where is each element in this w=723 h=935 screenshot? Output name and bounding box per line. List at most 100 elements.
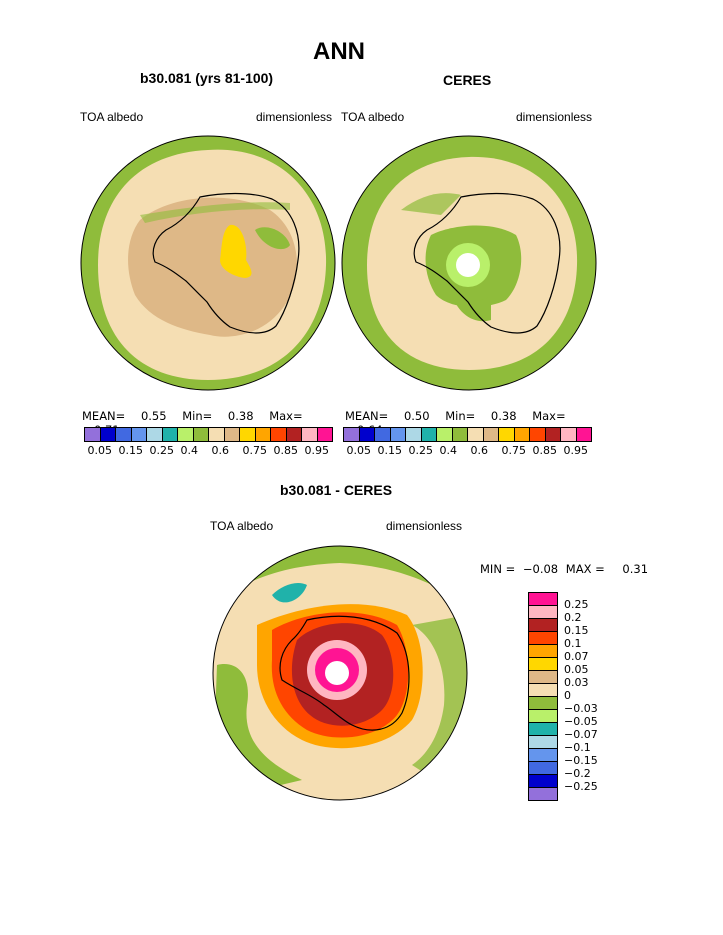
panel1-max-label: Max=: [269, 409, 303, 423]
panel2-min-label: Min=: [445, 409, 476, 423]
panel2-colorbar-cell: [343, 427, 360, 442]
panel1-colorbar-tick: 0.75: [242, 444, 268, 457]
panel2-colorbar-cell: [374, 427, 391, 442]
panel2-map: [341, 135, 597, 391]
diff-colorbar-tick: 0.15: [564, 624, 589, 637]
diff-colorbar-tick: 0.07: [564, 650, 589, 663]
diff-colorbar-cell: [528, 618, 558, 632]
panel2-colorbar-tick: 0.75: [501, 444, 527, 457]
diff-colorbar-cell: [528, 774, 558, 788]
panel1-variable-label: TOA albedo: [80, 110, 144, 124]
panel1-colorbar-cell: [285, 427, 302, 442]
panel2-mean-value: 0.50: [403, 409, 430, 423]
diff-colorbar-cell: [528, 670, 558, 684]
panel1-colorbar-cell: [239, 427, 256, 442]
diff-colorbar: 0.25 0.2 0.15 0.1 0.07 0.05 0.03 0 −0.03 −0.05 −0.…: [528, 592, 628, 802]
panel1-mean-value: 0.55: [140, 409, 167, 423]
diff-colorbar-cell: [528, 722, 558, 736]
diff-colorbar-tick: −0.05: [564, 715, 598, 728]
panel1-colorbar-cell: [99, 427, 116, 442]
panel1-colorbar-tick: 0.4: [180, 444, 199, 457]
panel1-units-label: dimensionless: [256, 110, 333, 124]
panel2-colorbar-cell: [544, 427, 561, 442]
panel1-colorbar-cell: [84, 427, 101, 442]
panel2-colorbar-tick: 0.25: [408, 444, 434, 457]
diff-colorbar-tick: 0.25: [564, 598, 589, 611]
diff-min-label: MIN =: [480, 562, 516, 576]
diff-colorbar-tick: −0.1: [564, 741, 591, 754]
diff-max-value: 0.31: [622, 562, 649, 576]
diff-colorbar-cell: [528, 787, 558, 801]
diff-variable-label: TOA albedo: [210, 519, 274, 533]
panel1-colorbar-cell: [316, 427, 333, 442]
panel2-colorbar-tick: 0.6: [470, 444, 489, 457]
diff-colorbar-tick: −0.03: [564, 702, 598, 715]
panel2-mean-label: MEAN=: [345, 409, 389, 423]
panel1-mean-label: MEAN=: [82, 409, 126, 423]
diff-minmax: MIN = −0.08 MAX = 0.31: [480, 562, 648, 576]
diff-colorbar-cell: [528, 735, 558, 749]
diff-colorbar-tick: 0.05: [564, 663, 589, 676]
diff-colorbar-cell: [528, 748, 558, 762]
diff-map: [212, 545, 468, 801]
panel1-colorbar-cell: [115, 427, 132, 442]
panel1-colorbar-tick: 0.95: [304, 444, 330, 457]
diff-colorbar-tick: −0.07: [564, 728, 598, 741]
panel1-colorbar-cell: [254, 427, 271, 442]
panel2-colorbar-cell: [513, 427, 530, 442]
diff-colorbar-tick: 0.03: [564, 676, 589, 689]
panel1-colorbar-cell: [192, 427, 209, 442]
panel2-subtitle: CERES: [443, 72, 492, 88]
panel1-min-value: 0.38: [227, 409, 254, 423]
panel1-colorbar-cell: [130, 427, 147, 442]
panel1-colorbar: 0.05 0.15 0.25 0.4 0.6 0.75 0.85 0.95: [84, 427, 333, 461]
diff-colorbar-tick: −0.15: [564, 754, 598, 767]
panel2-colorbar-cell: [560, 427, 577, 442]
panel2-colorbar-tick: 0.85: [532, 444, 558, 457]
diff-subtitle: b30.081 - CERES: [280, 482, 393, 498]
diff-colorbar-tick: 0.1: [564, 637, 582, 650]
panel2-colorbar-cell: [529, 427, 546, 442]
diff-max-label: MAX =: [565, 562, 605, 576]
panel2-units-label: dimensionless: [516, 110, 593, 124]
diff-units-label: dimensionless: [386, 519, 463, 533]
panel2-colorbar-tick: 0.15: [377, 444, 403, 457]
main-title: ANN: [313, 38, 365, 65]
diff-colorbar-cell: [528, 657, 558, 671]
diff-colorbar-cell: [528, 644, 558, 658]
diff-colorbar-tick: 0.2: [564, 611, 582, 624]
panel1-colorbar-cell: [223, 427, 240, 442]
panel1-colorbar-cell: [208, 427, 225, 442]
diff-colorbar-tick: −0.25: [564, 780, 598, 793]
diff-colorbar-cell: [528, 631, 558, 645]
panel2-colorbar-cell: [405, 427, 422, 442]
panel2-colorbar-tick: 0.4: [439, 444, 458, 457]
diff-colorbar-cell: [528, 709, 558, 723]
diff-colorbar-tick: 0: [564, 689, 571, 702]
panel2-variable-label: TOA albedo: [341, 110, 405, 124]
diff-colorbar-cell: [528, 683, 558, 697]
panel1-colorbar-cell: [177, 427, 194, 442]
panel2-colorbar-cell: [451, 427, 468, 442]
panel2-max-label: Max=: [532, 409, 566, 423]
panel2-colorbar: 0.05 0.15 0.25 0.4 0.6 0.75 0.85 0.95: [343, 427, 592, 461]
panel1-map: [80, 135, 336, 391]
panel1-colorbar-cell: [301, 427, 318, 442]
panel1-colorbar-tick: 0.05: [87, 444, 113, 457]
diff-colorbar-cell: [528, 696, 558, 710]
panel2-colorbar-cell: [358, 427, 375, 442]
panel1-min-label: Min=: [182, 409, 213, 423]
panel1-colorbar-tick: 0.85: [273, 444, 299, 457]
panel1-colorbar-tick: 0.25: [149, 444, 175, 457]
diff-colorbar-cell: [528, 592, 558, 606]
diff-colorbar-tick: −0.2: [564, 767, 591, 780]
panel1-colorbar-cell: [270, 427, 287, 442]
panel2-colorbar-cell: [389, 427, 406, 442]
panel2-colorbar-cell: [436, 427, 453, 442]
panel2-colorbar-cell: [498, 427, 515, 442]
panel2-colorbar-cell: [420, 427, 437, 442]
panel1-colorbar-tick: 0.6: [211, 444, 230, 457]
panel2-colorbar-tick: 0.05: [346, 444, 372, 457]
diff-colorbar-cell: [528, 761, 558, 775]
panel2-colorbar-tick: 0.95: [563, 444, 589, 457]
